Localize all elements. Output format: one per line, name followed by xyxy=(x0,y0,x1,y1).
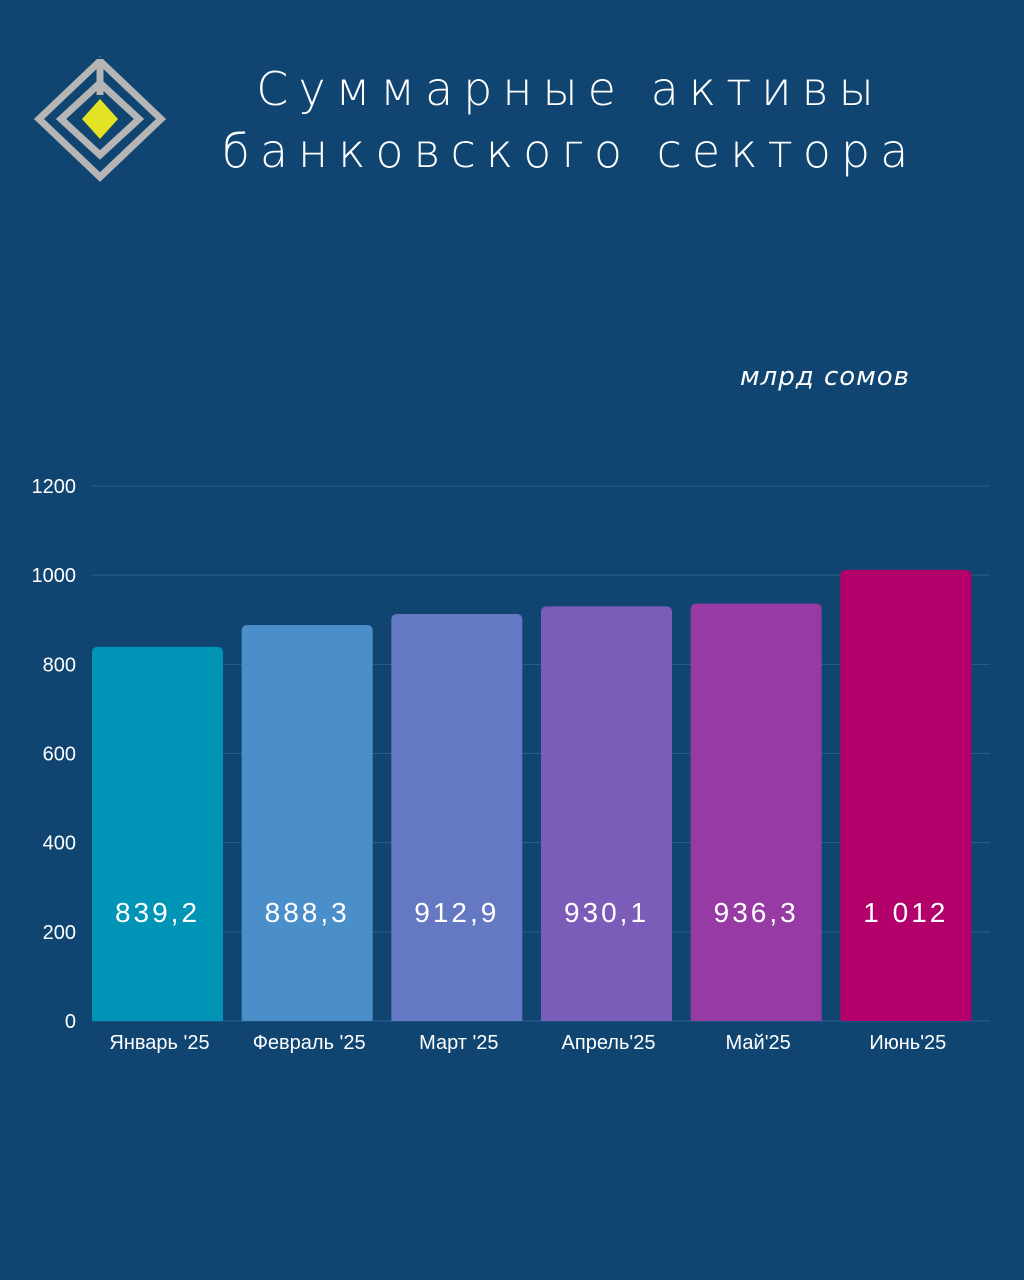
title-line-2: банковского сектора xyxy=(221,124,919,178)
logo-outer-diamond xyxy=(33,56,167,182)
bar xyxy=(840,569,972,1021)
y-tick-label: 200 xyxy=(43,922,76,944)
data-label: 912,9 xyxy=(414,897,499,928)
x-tick-label: Март '25 xyxy=(419,1032,498,1054)
x-tick-label: Февраль '25 xyxy=(253,1032,366,1054)
y-tick-label: 1200 xyxy=(32,476,77,498)
bar xyxy=(241,624,373,1021)
y-tick-label: 800 xyxy=(43,654,76,676)
bar xyxy=(92,646,223,1021)
y-tick-label: 0 xyxy=(65,1011,76,1033)
data-label: 839,2 xyxy=(115,897,200,928)
data-label: 936,3 xyxy=(714,897,799,928)
y-tick-label: 1000 xyxy=(32,565,77,587)
y-tick-label: 400 xyxy=(43,833,76,855)
page-title: Суммарные активы банковского сектора xyxy=(200,58,940,182)
y-tick-label: 600 xyxy=(43,744,76,766)
x-tick-label: Январь '25 xyxy=(109,1032,209,1054)
unit-label: млрд сомов xyxy=(739,362,910,392)
x-tick-label: Апрель'25 xyxy=(562,1032,656,1054)
diamond-logo-icon xyxy=(33,56,167,182)
logo-center-diamond xyxy=(82,99,118,139)
x-tick-label: Май'25 xyxy=(726,1032,791,1054)
x-tick-label: Июнь'25 xyxy=(869,1032,946,1054)
bar xyxy=(391,613,523,1021)
data-label: 930,1 xyxy=(564,897,649,928)
logo-inner-diamond xyxy=(55,78,145,160)
data-label: 1 012 xyxy=(863,897,948,928)
title-line-1: Суммарные активы xyxy=(256,62,884,116)
data-label: 888,3 xyxy=(265,897,350,928)
bar xyxy=(541,606,672,1021)
bar xyxy=(690,603,822,1021)
